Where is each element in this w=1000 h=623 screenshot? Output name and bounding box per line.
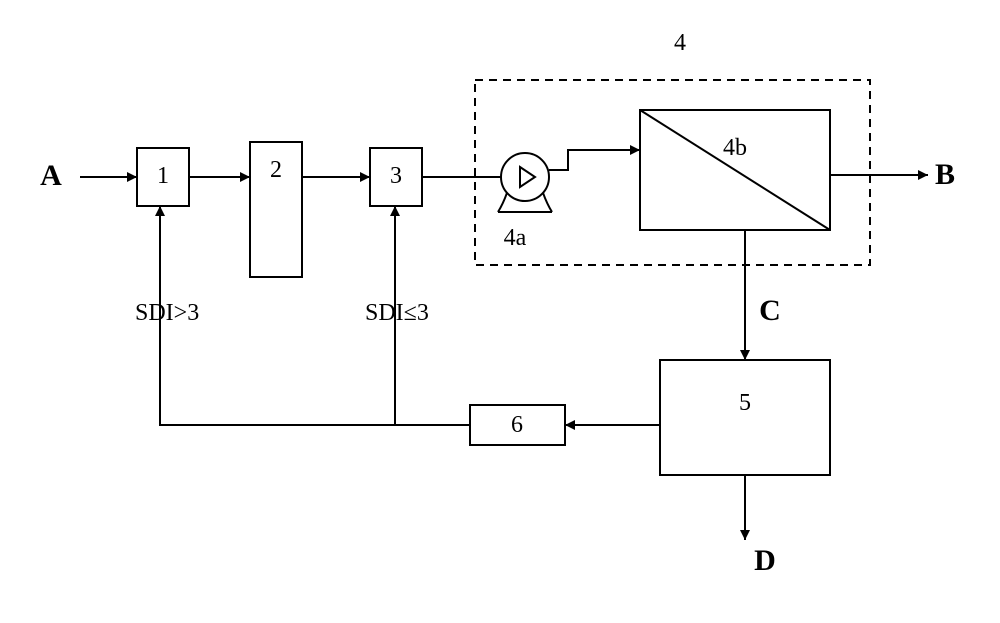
box3-label: 3 [390, 163, 402, 189]
condition-sdi_le: SDI≤3 [365, 300, 429, 326]
port-A-label: A [40, 159, 62, 192]
port-D-label: D [754, 544, 776, 577]
condition-sdi_gt: SDI>3 [135, 300, 199, 326]
box2-label: 2 [270, 157, 282, 183]
pump-4a-label: 4a [504, 225, 527, 251]
box5-label: 5 [739, 390, 751, 416]
box1-label: 1 [157, 163, 169, 189]
group-4-label: 4 [674, 30, 686, 56]
port-B-label: B [935, 158, 955, 191]
box4b-label: 4b [723, 135, 747, 161]
port-C-label: C [759, 294, 781, 327]
box6-label: 6 [511, 412, 523, 438]
